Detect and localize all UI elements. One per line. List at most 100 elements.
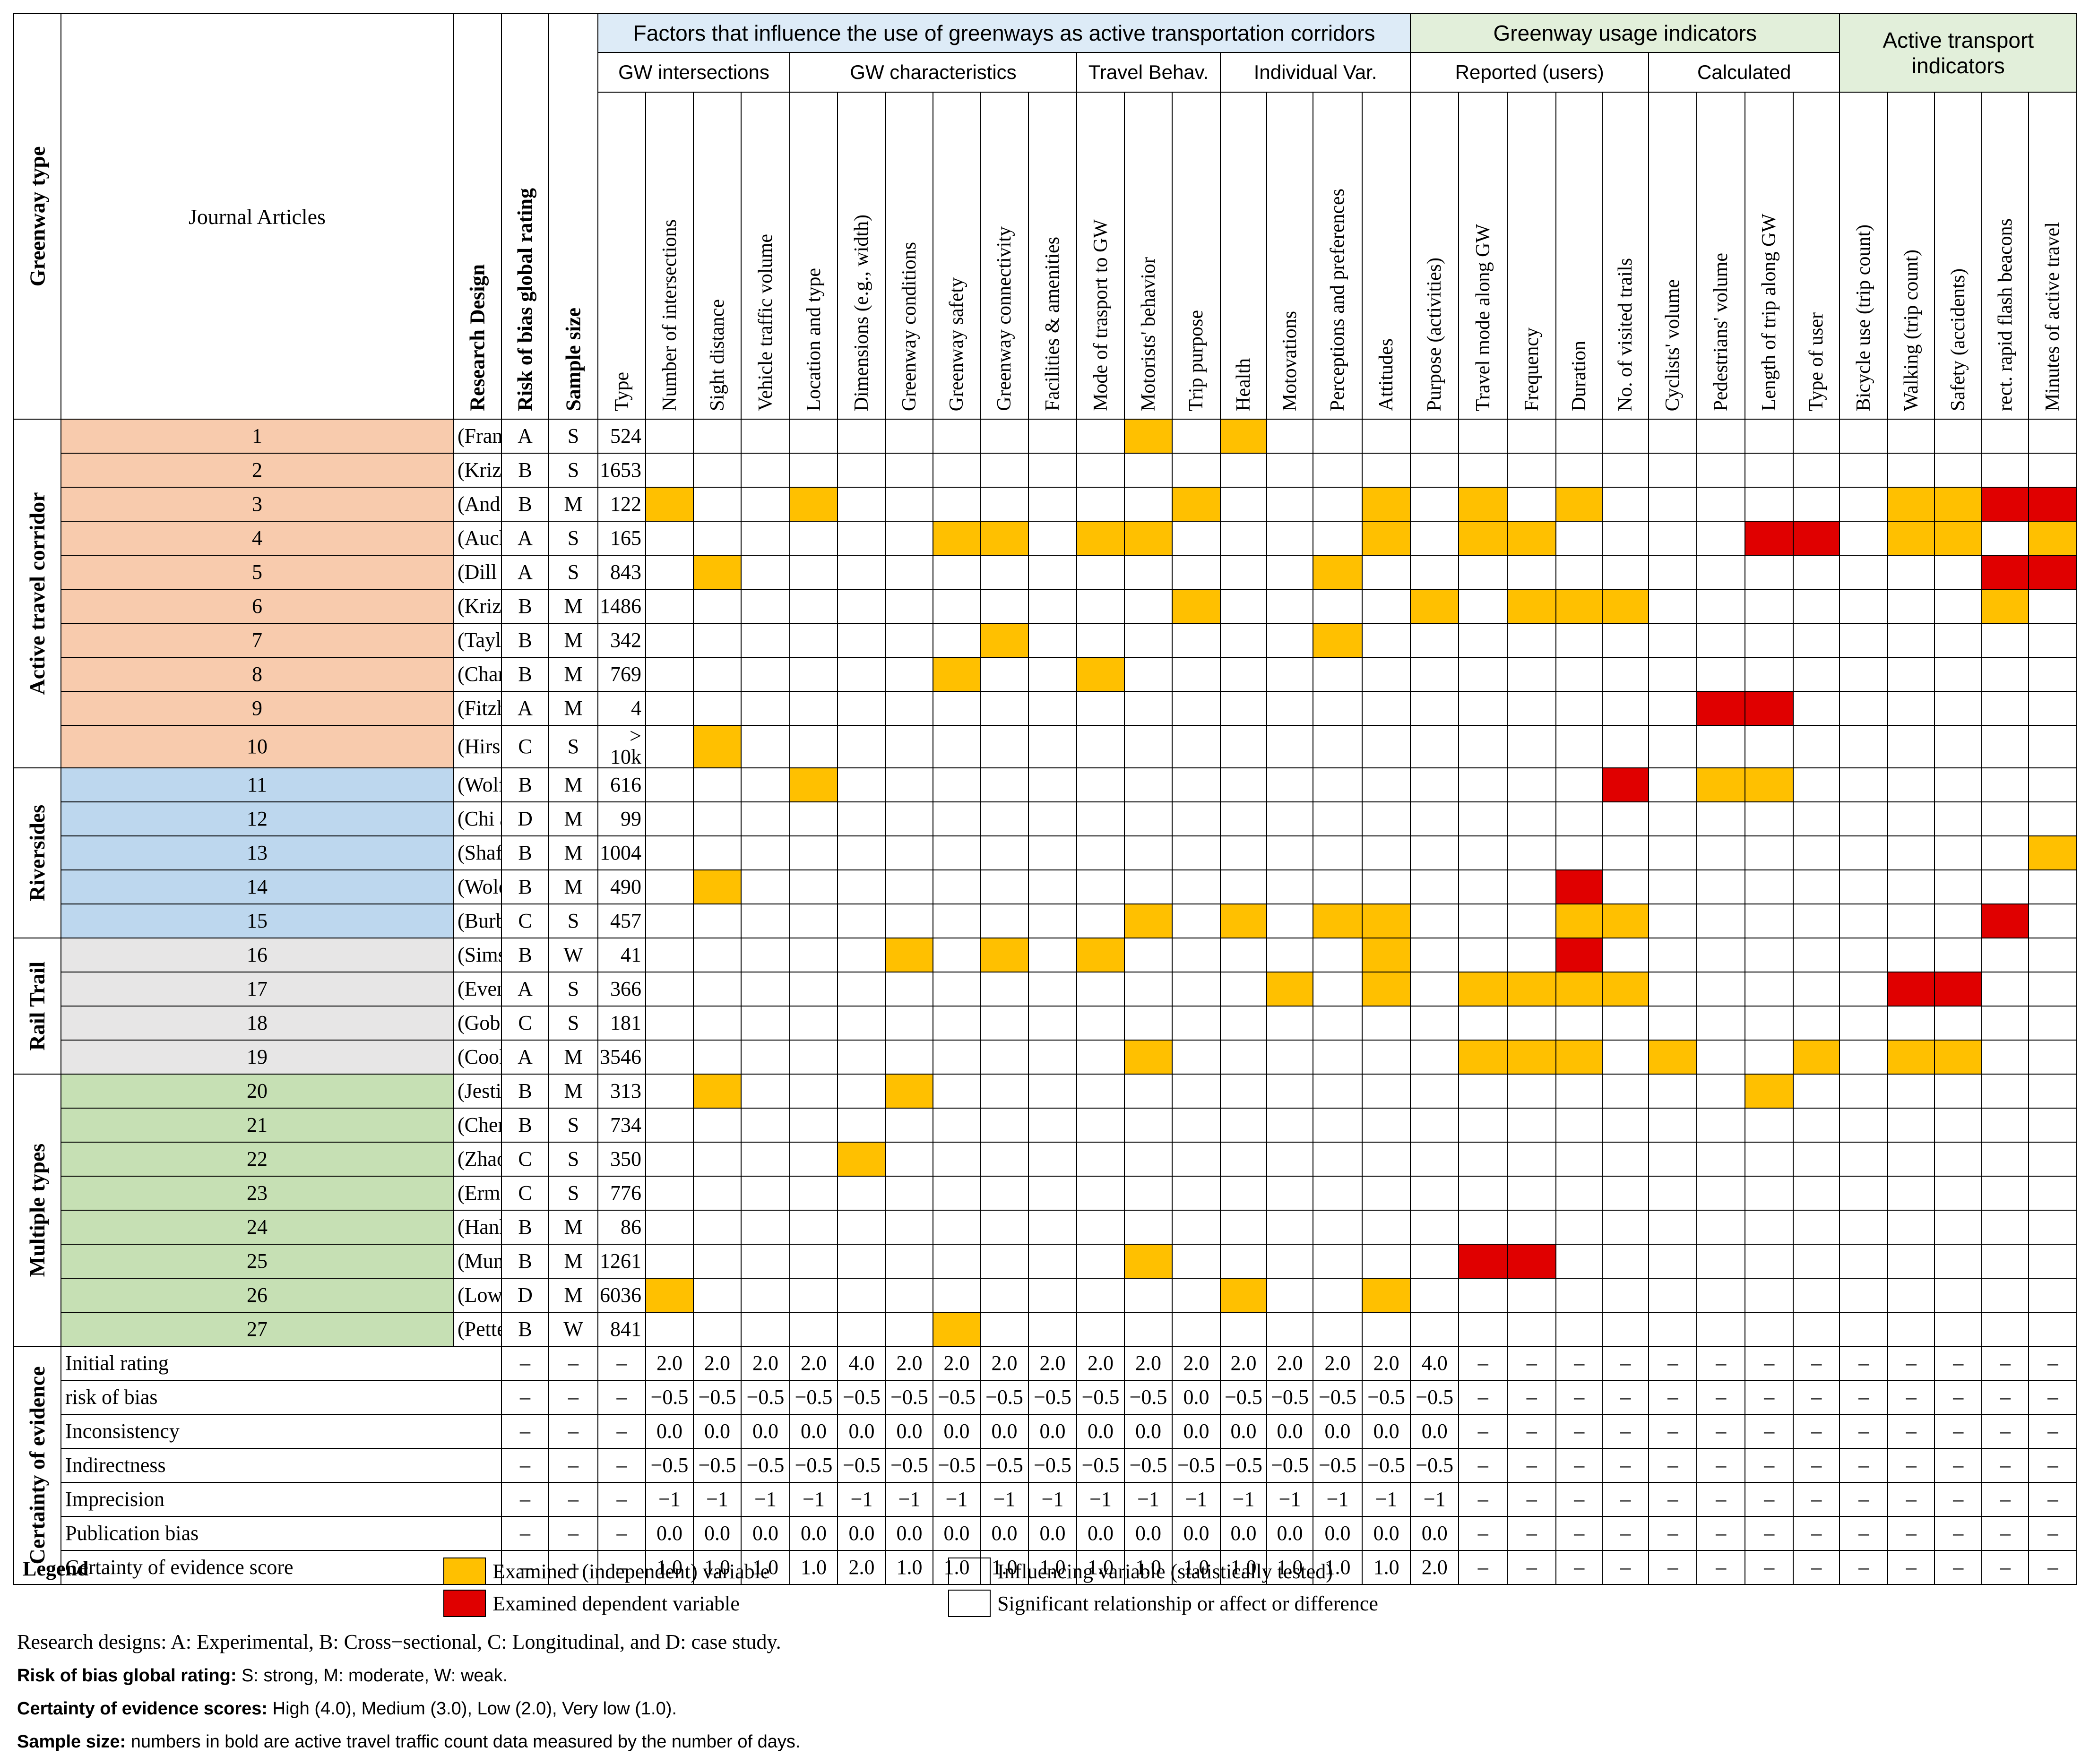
cell-empty [1410, 521, 1460, 556]
evidence-value: −1 [1028, 1482, 1077, 1517]
dash-cell: – [1458, 1516, 1508, 1551]
risk-of-bias-value: M [548, 1244, 598, 1279]
evidence-row: Certainty of evidence score – – –1.0 1.0 1.0 1… [14, 1550, 2078, 1585]
dash-cell: – [1745, 1448, 1794, 1483]
cell-empty [1648, 1244, 1698, 1279]
risk-of-bias-value: S [548, 725, 598, 768]
evidence-value: −0.5 [1124, 1380, 1173, 1415]
dash-cell: – [1934, 1448, 1983, 1483]
cell-empty [1696, 801, 1746, 836]
cell-empty [645, 904, 694, 938]
cell-empty [1220, 835, 1267, 870]
cell-significant [1602, 1278, 1650, 1313]
column-header-cyclists-volume: Cyclists' volume [1648, 92, 1698, 420]
cell-influencing [645, 1074, 694, 1109]
evidence-value: −0.5 [1220, 1448, 1267, 1483]
research-design-value: C [501, 1142, 549, 1177]
cell-influencing [1361, 1244, 1411, 1279]
cell-empty [1602, 725, 1650, 768]
cell-empty [1648, 904, 1698, 938]
dash-cell: – [1745, 1414, 1794, 1449]
dash-cell: – [1458, 1380, 1508, 1415]
dash-cell: – [1934, 1346, 1983, 1381]
cell-empty [1361, 1142, 1411, 1177]
dash-cell: – [1696, 1550, 1746, 1585]
cell-empty [1934, 904, 1983, 938]
cell-empty [1313, 1312, 1363, 1347]
article-number: 13 [60, 835, 454, 870]
cell-empty [1696, 1312, 1746, 1347]
article-number: 15 [60, 904, 454, 938]
cell-empty [1220, 801, 1267, 836]
article-number: 11 [60, 767, 454, 802]
cell-empty [1981, 521, 2030, 556]
cell-empty [1793, 835, 1840, 870]
cell-empty [1220, 869, 1267, 904]
dash-cell: – [597, 1516, 646, 1551]
cell-empty [2028, 725, 2078, 768]
cell-empty [693, 657, 742, 692]
cell-significant [1934, 1074, 1983, 1109]
evidence-value: 0.0 [693, 1516, 742, 1551]
subgroup-header-individual-var: Individual Var. [1219, 52, 1411, 93]
cell-empty [1172, 657, 1221, 692]
cell-empty [1361, 835, 1411, 870]
cell-empty [980, 801, 1029, 836]
evidence-row-label: risk of bias [60, 1380, 502, 1415]
article-number: 8 [60, 657, 454, 692]
dash-cell: – [1507, 1516, 1557, 1551]
cell-empty [933, 589, 981, 624]
dash-cell: – [1696, 1380, 1746, 1415]
cell-significant [1507, 623, 1557, 658]
cell-empty [1887, 657, 1935, 692]
cell-empty [1934, 419, 1983, 454]
cell-empty [741, 904, 790, 938]
article-number: 19 [60, 1040, 454, 1075]
evidence-value: 2.0 [693, 1346, 742, 1381]
cell-independent [1793, 1040, 1840, 1075]
cell-empty [1934, 1006, 1983, 1041]
evidence-value: −0.5 [1361, 1380, 1411, 1415]
cell-empty [1887, 1312, 1935, 1347]
dash-cell: – [1981, 1414, 2030, 1449]
evidence-value: −0.5 [645, 1380, 694, 1415]
evidence-table: Greenway type Journal Articles Research De… [13, 13, 2078, 1585]
cell-empty [2028, 1210, 2078, 1245]
table-row: 10(Hirsch et al., 2017)CS> 10k [14, 725, 2078, 768]
subgroup-header-calculated: Calculated [1648, 52, 1840, 93]
cell-empty [741, 589, 790, 624]
evidence-value: −1 [933, 1482, 981, 1517]
cell-empty [1507, 1074, 1557, 1109]
cell-empty [741, 1006, 790, 1041]
dash-cell: – [1458, 1482, 1508, 1517]
cell-influencing [980, 1108, 1029, 1143]
cell-empty [1124, 691, 1173, 726]
risk-of-bias-value: M [548, 589, 598, 624]
column-header-type: Type [597, 92, 646, 420]
greenway-type-label: Multiple types [25, 1143, 49, 1277]
column-header-text: Location and type [803, 267, 825, 411]
cell-empty [1172, 938, 1221, 972]
cell-empty [1028, 835, 1077, 870]
cell-empty [1458, 1006, 1508, 1041]
cell-empty [1648, 419, 1698, 454]
cell-empty [1313, 1006, 1363, 1041]
cell-empty [741, 1278, 790, 1313]
cell-empty [645, 521, 694, 556]
cell-empty [1313, 835, 1363, 870]
cell-empty [1220, 589, 1267, 624]
cell-empty [1313, 419, 1363, 454]
cell-empty [933, 1142, 981, 1177]
cell-empty [1124, 555, 1173, 590]
legend-swatch-significant [948, 1590, 991, 1617]
cell-empty [1313, 725, 1363, 768]
cell-empty [837, 623, 886, 658]
cell-empty [1220, 521, 1267, 556]
cell-empty [693, 691, 742, 726]
dash-cell: – [1887, 1380, 1935, 1415]
cell-empty [1313, 657, 1363, 692]
column-header-text: rect. rapid flash beacons [1994, 218, 2016, 411]
